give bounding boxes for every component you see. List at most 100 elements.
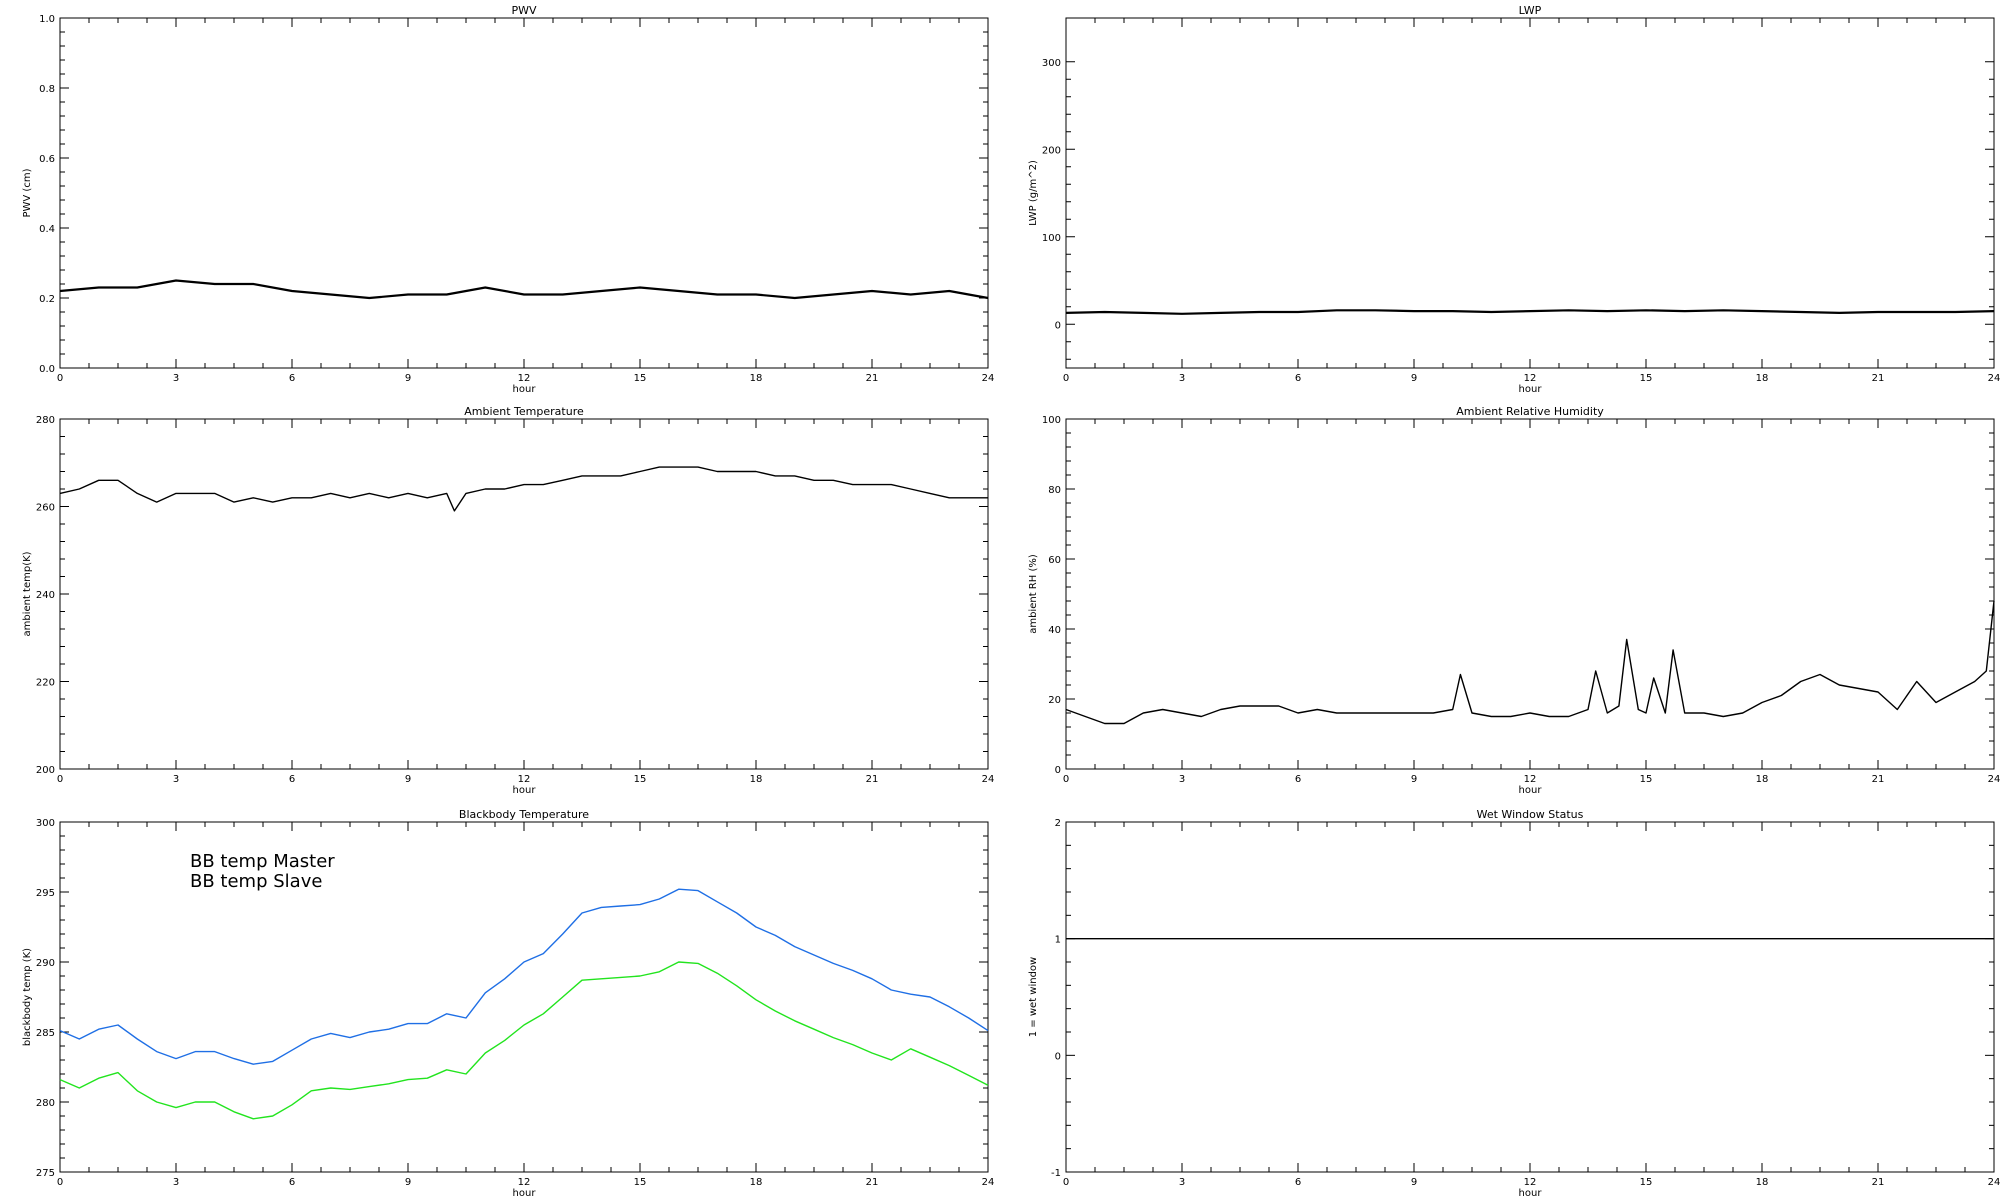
y-tick-label: 260 <box>36 503 55 514</box>
y-tick-label: 300 <box>1042 58 1061 69</box>
x-tick-label: 9 <box>1411 1177 1417 1188</box>
y-axis-label: LWP (g/m^2) <box>1028 160 1039 226</box>
chart-title: Ambient Temperature <box>464 405 584 418</box>
y-tick-label: 285 <box>36 1028 55 1039</box>
x-tick-label: 21 <box>1872 373 1885 384</box>
y-axis-label: 1 = wet window <box>1028 957 1039 1037</box>
legend-entry: BB temp Slave <box>190 871 322 892</box>
x-tick-label: 0 <box>1063 1177 1069 1188</box>
y-tick-label: 0.8 <box>39 84 55 95</box>
y-tick-label: 240 <box>36 590 55 601</box>
x-tick-label: 21 <box>866 373 879 384</box>
x-tick-label: 12 <box>1524 1177 1537 1188</box>
x-axis-label: hour <box>1519 1188 1543 1199</box>
y-tick-label: 0 <box>1055 1051 1061 1062</box>
x-tick-label: 6 <box>1295 774 1301 785</box>
x-axis-label: hour <box>513 384 537 395</box>
y-axis-label: blackbody temp (K) <box>22 948 33 1046</box>
chart-title: Ambient Relative Humidity <box>1456 405 1604 418</box>
x-tick-label: 0 <box>1063 373 1069 384</box>
x-tick-label: 24 <box>982 373 995 384</box>
x-tick-label: 15 <box>1640 1177 1653 1188</box>
y-tick-label: 0.6 <box>39 154 55 165</box>
x-tick-label: 3 <box>173 373 179 384</box>
plot-frame <box>59 17 989 369</box>
x-tick-label: 3 <box>1179 373 1185 384</box>
y-tick-label: 100 <box>1042 233 1061 244</box>
chart-title: PWV <box>511 4 537 17</box>
x-tick-label: 12 <box>1524 373 1537 384</box>
x-tick-label: 24 <box>1988 373 2000 384</box>
y-tick-label: 200 <box>1042 145 1061 156</box>
x-tick-label: 9 <box>405 373 411 384</box>
x-tick-label: 6 <box>1295 373 1301 384</box>
x-tick-label: 0 <box>57 1177 63 1188</box>
x-tick-label: 3 <box>173 774 179 785</box>
x-tick-label: 18 <box>1756 1177 1769 1188</box>
y-axis-label: PWV (cm) <box>22 168 33 217</box>
series-line-blackbody_temp-1 <box>59 961 989 1120</box>
plot-frame <box>1065 17 1995 369</box>
y-tick-label: 280 <box>36 415 55 426</box>
x-tick-label: 15 <box>1640 373 1653 384</box>
x-tick-label: 12 <box>518 1177 531 1188</box>
x-tick-label: 6 <box>289 373 295 384</box>
series-line-ambient_temp-0 <box>59 466 988 512</box>
x-tick-label: 9 <box>1411 774 1417 785</box>
chart-panel-blackbody_temp: 0 3 6 9 12 15 18 21 24 275 280 285 290 295 300 Blackbod… <box>22 808 994 1199</box>
chart-title: Wet Window Status <box>1477 808 1584 821</box>
plot-frame <box>59 418 989 770</box>
x-tick-label: 24 <box>982 1177 995 1188</box>
y-tick-label: 300 <box>36 818 55 829</box>
series-line-lwp-0 <box>1065 309 1995 315</box>
x-tick-label: 24 <box>982 774 995 785</box>
x-axis-label: hour <box>513 785 537 796</box>
x-tick-label: 21 <box>866 1177 879 1188</box>
chart-panel-pwv: 0 3 6 9 12 15 18 21 24 0.0 0.2 0.4 0.6 0.8 1.0 PWV hour P… <box>22 4 994 395</box>
x-tick-label: 6 <box>289 774 295 785</box>
y-tick-label: 1 <box>1055 935 1061 946</box>
x-axis-label: hour <box>1519 384 1543 395</box>
x-tick-label: 15 <box>1640 774 1653 785</box>
x-tick-label: 21 <box>866 774 879 785</box>
x-tick-label: 15 <box>634 373 647 384</box>
x-tick-label: 0 <box>57 774 63 785</box>
plot-frame <box>1065 418 1995 770</box>
y-tick-label: 0 <box>1055 320 1061 331</box>
y-tick-label: 2 <box>1055 818 1061 829</box>
series-line-ambient_rh-0 <box>1065 600 1995 725</box>
y-tick-label: 40 <box>1048 625 1061 636</box>
legend-entry: BB temp Master <box>190 851 335 872</box>
chart-panel-ambient_rh: 0 3 6 9 12 15 18 21 24 0 20 40 60 80 100 Ambient Relati… <box>1028 405 2000 796</box>
x-tick-label: 24 <box>1988 774 2000 785</box>
x-tick-label: 9 <box>405 774 411 785</box>
x-tick-label: 3 <box>1179 774 1185 785</box>
series-line-blackbody_temp-0 <box>59 888 989 1065</box>
y-tick-label: 280 <box>36 1098 55 1109</box>
x-tick-label: 18 <box>1756 774 1769 785</box>
x-tick-label: 6 <box>1295 1177 1301 1188</box>
y-tick-label: 20 <box>1048 695 1061 706</box>
x-tick-label: 6 <box>289 1177 295 1188</box>
series-line-pwv-0 <box>59 279 989 300</box>
y-tick-label: 0.4 <box>39 224 55 235</box>
y-axis-label: ambient RH (%) <box>1028 554 1039 634</box>
y-tick-label: 275 <box>36 1168 55 1179</box>
x-tick-label: 18 <box>750 1177 763 1188</box>
y-tick-label: 60 <box>1048 555 1061 566</box>
x-tick-label: 24 <box>1988 1177 2000 1188</box>
x-tick-label: 21 <box>1872 774 1885 785</box>
x-tick-label: 9 <box>1411 373 1417 384</box>
chart-title: Blackbody Temperature <box>459 808 589 821</box>
y-tick-label: 220 <box>36 678 55 689</box>
x-tick-label: 12 <box>518 774 531 785</box>
y-tick-label: 200 <box>36 765 55 776</box>
x-tick-label: 3 <box>173 1177 179 1188</box>
y-tick-label: 0 <box>1055 765 1061 776</box>
x-tick-label: 0 <box>1063 774 1069 785</box>
y-tick-label: 295 <box>36 888 55 899</box>
x-tick-label: 18 <box>750 774 763 785</box>
x-tick-label: 15 <box>634 1177 647 1188</box>
chart-panel-ambient_temp: 0 3 6 9 12 15 18 21 24 200 220 240 260 280 Ambient Tem… <box>22 405 994 796</box>
